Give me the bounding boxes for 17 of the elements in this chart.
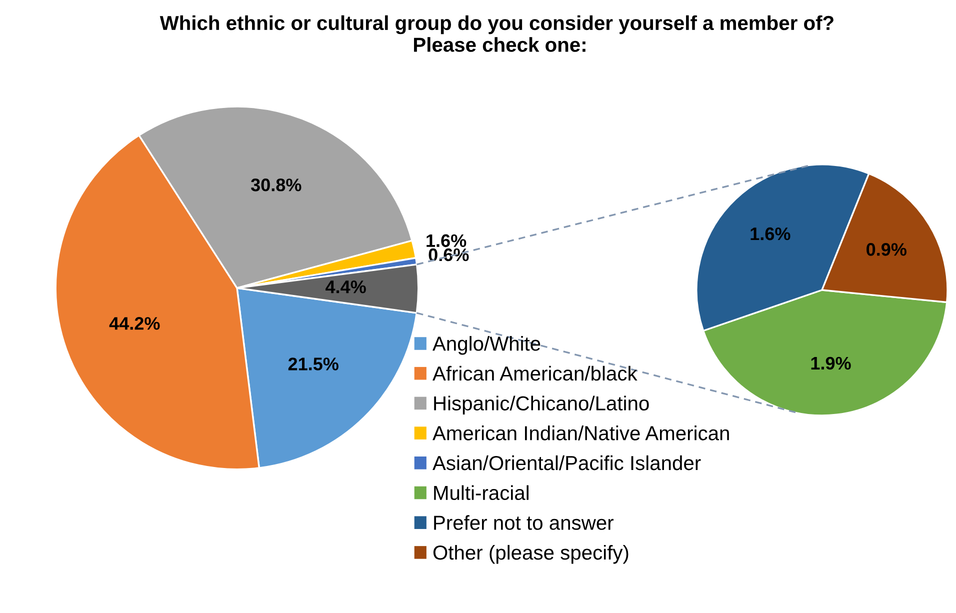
legend-label: Hispanic/Chicano/Latino <box>434 396 649 414</box>
data-label: 30.8% <box>250 178 302 192</box>
data-label: 1.6% <box>426 234 466 248</box>
data-label: 1.6% <box>750 227 790 240</box>
data-label: 44.2% <box>109 317 160 330</box>
legend-label: American Indian/Native American <box>432 426 729 440</box>
legend-label: Multi-racial <box>434 485 528 500</box>
data-label: 4.4% <box>326 280 366 294</box>
chart-title: Which ethnic or cultural group do you consider yourself a member of? Please check one: <box>160 15 834 52</box>
legend-label: Other (please specify) <box>433 544 628 564</box>
data-label: 21.5% <box>288 358 338 370</box>
data-label: 1.9% <box>811 356 851 370</box>
legend-label: Asian/Oriental/Pacific Islander <box>432 455 701 470</box>
legend-label: African American/black <box>432 366 638 381</box>
legend-label: Anglo/White <box>432 336 540 355</box>
legend-label: Prefer not to answer <box>434 515 614 530</box>
data-label: 0.9% <box>866 243 906 256</box>
